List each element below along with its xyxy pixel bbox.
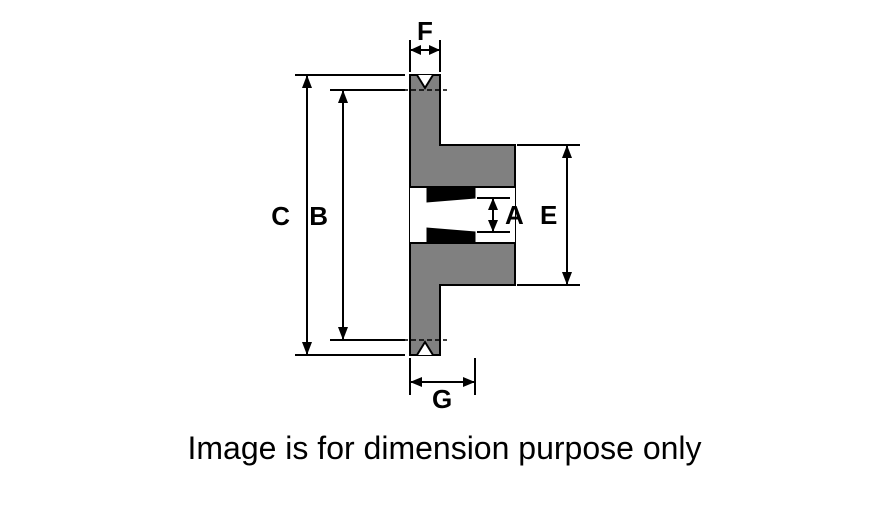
label-C: C	[271, 201, 290, 231]
pulley-body	[403, 75, 515, 355]
label-B: B	[309, 201, 328, 231]
dimension-C: C	[271, 75, 405, 355]
dimension-E: E	[517, 145, 580, 285]
dimension-B: B	[309, 90, 405, 340]
label-G: G	[432, 384, 452, 414]
label-E: E	[540, 200, 557, 230]
dimension-G: G	[410, 358, 475, 414]
pulley-svg: C B A E	[195, 20, 695, 420]
diagram-caption: Image is for dimension purpose only	[187, 430, 701, 467]
label-F: F	[417, 20, 433, 46]
pulley-diagram: C B A E	[195, 20, 695, 420]
label-A: A	[505, 200, 524, 230]
dimension-F: F	[410, 20, 440, 72]
